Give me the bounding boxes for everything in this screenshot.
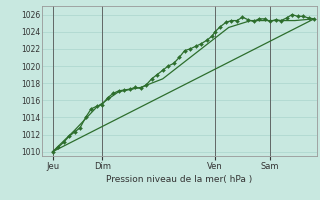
X-axis label: Pression niveau de la mer( hPa ): Pression niveau de la mer( hPa ) [106, 175, 252, 184]
